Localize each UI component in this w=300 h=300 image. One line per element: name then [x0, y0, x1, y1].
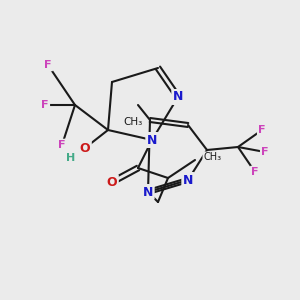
Text: F: F — [44, 60, 52, 70]
Text: F: F — [251, 167, 259, 177]
Text: H: H — [66, 153, 76, 163]
Text: N: N — [173, 91, 183, 103]
Text: F: F — [58, 140, 66, 150]
Text: CH₃: CH₃ — [203, 152, 221, 162]
Text: F: F — [261, 147, 269, 157]
Text: O: O — [107, 176, 117, 188]
Text: N: N — [143, 185, 153, 199]
Text: O: O — [80, 142, 90, 154]
Text: F: F — [41, 100, 49, 110]
Text: N: N — [183, 173, 193, 187]
Text: F: F — [258, 125, 266, 135]
Text: CH₃: CH₃ — [123, 117, 142, 127]
Text: N: N — [147, 134, 157, 146]
